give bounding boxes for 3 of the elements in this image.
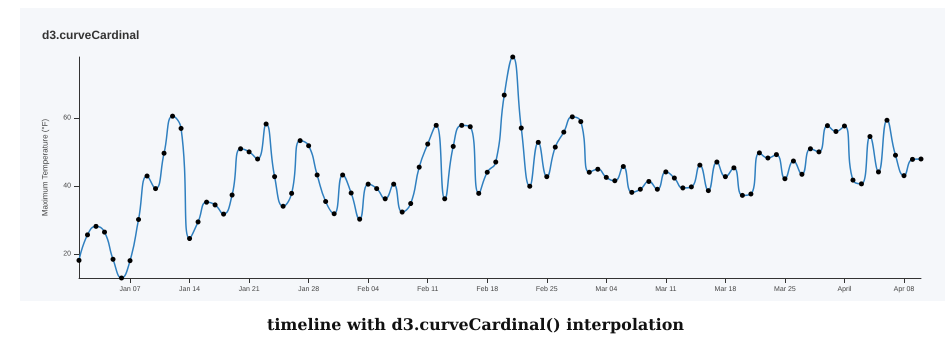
chart-title: d3.curveCardinal — [42, 28, 140, 42]
text: timeline with d3.curveCardinal() interpolation — [266, 315, 686, 334]
y-axis-title: Maximum Temperature (°F) — [40, 118, 50, 216]
